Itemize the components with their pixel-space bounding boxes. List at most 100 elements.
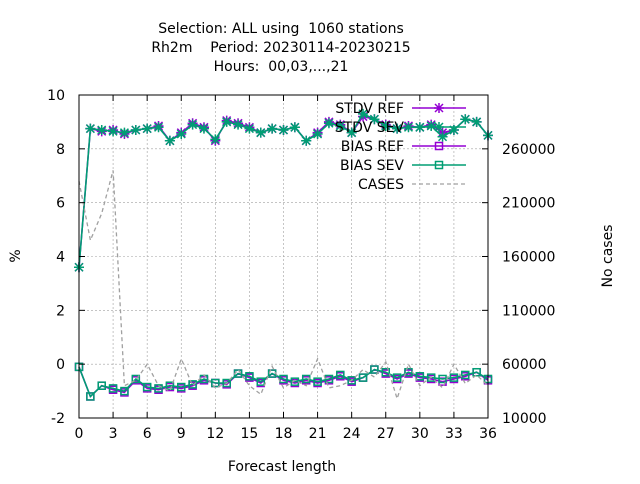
data-point — [142, 123, 153, 134]
data-point — [120, 386, 129, 396]
x-tick-label: 27 — [377, 426, 395, 442]
x-tick-label: 0 — [75, 426, 84, 442]
data-point — [392, 373, 402, 382]
data-point — [392, 123, 403, 134]
x-tick-label: 24 — [343, 426, 361, 442]
x-tick-label: 36 — [479, 426, 497, 442]
data-point — [437, 131, 448, 142]
legend-entry: STDV REF — [335, 101, 466, 117]
data-point — [233, 119, 244, 130]
data-point — [211, 378, 220, 388]
legend-label: STDV SEV — [335, 120, 405, 136]
data-point — [245, 372, 254, 381]
chart-title-line: Hours: 00,03,...,21 — [214, 59, 349, 75]
data-point — [244, 123, 255, 134]
data-point — [369, 114, 380, 125]
data-point — [279, 374, 288, 384]
x-tick-label: 33 — [445, 426, 463, 442]
tick-labels: 0 3 6 9 12 15 18 21 24 27 30 33 36-20246810100006000… — [47, 88, 555, 442]
chart-title: Selection: ALL using 1060 stations Rh2m P… — [151, 21, 410, 75]
chart-title-line: Rh2m Period: 20230114-20230215 — [151, 40, 410, 56]
data-point — [449, 373, 459, 382]
data-point — [301, 135, 312, 146]
y2-tick-label: 160000 — [502, 250, 555, 266]
legend-marker — [434, 160, 444, 170]
legend-marker — [434, 103, 444, 113]
data-point — [358, 108, 369, 119]
x-tick-label: 6 — [143, 426, 152, 442]
data-point — [461, 370, 470, 380]
data-point — [358, 373, 368, 382]
data-point — [289, 122, 300, 133]
x-tick-label: 12 — [206, 426, 224, 442]
data-point — [108, 384, 118, 393]
data-point — [347, 376, 356, 385]
legend-label: CASES — [358, 177, 404, 193]
data-point — [380, 120, 391, 131]
y2-tick-label: 210000 — [502, 196, 555, 212]
y2-axis-label: No cases — [600, 225, 616, 288]
data-point — [438, 374, 447, 384]
data-point — [153, 122, 164, 133]
x-tick-label: 15 — [241, 426, 259, 442]
data-point — [97, 381, 106, 390]
data-point — [222, 378, 231, 388]
series-line — [78, 366, 489, 398]
data-point — [96, 124, 107, 135]
y-tick-label: 4 — [56, 250, 65, 266]
data-point — [267, 123, 278, 134]
legend-entry: BIAS REF — [341, 139, 466, 155]
data-point — [335, 120, 346, 131]
data-point — [164, 135, 175, 146]
y-tick-label: 10 — [47, 88, 65, 104]
data-point — [404, 367, 413, 377]
y-tick-label: 0 — [56, 357, 65, 373]
data-point — [198, 123, 209, 134]
grid-lines — [79, 95, 488, 418]
data-point — [426, 120, 437, 131]
y2-tick-label: 10000 — [502, 411, 547, 427]
x-tick-label: 21 — [309, 426, 327, 442]
data-point — [130, 124, 141, 135]
series-cases — [78, 170, 489, 401]
legend-label: BIAS REF — [341, 139, 404, 155]
data-point — [119, 127, 130, 138]
data-point — [448, 124, 459, 135]
data-point — [313, 377, 322, 386]
data-point — [187, 119, 198, 130]
x-tick-label: 9 — [177, 426, 186, 442]
data-point — [142, 382, 152, 392]
legend-marker — [434, 141, 444, 151]
data-point — [278, 124, 289, 135]
series-line — [78, 366, 489, 398]
x-axis-label: Forecast length — [228, 459, 336, 475]
y-tick-label: 6 — [56, 196, 65, 212]
y2-tick-label: 260000 — [502, 142, 555, 158]
x-tick-label: 18 — [275, 426, 293, 442]
data-point — [381, 367, 390, 377]
data-point — [85, 123, 96, 134]
x-tick-label: 30 — [411, 426, 429, 442]
data-point — [210, 134, 221, 145]
legend-label: STDV REF — [335, 101, 404, 117]
data-point — [312, 129, 323, 140]
series-layer — [74, 108, 493, 401]
y-axis-label: % — [8, 249, 24, 262]
data-point — [472, 367, 481, 377]
legend-marker — [434, 122, 444, 132]
data-point — [86, 392, 95, 401]
x-tick-label: 3 — [109, 426, 118, 442]
data-point — [176, 129, 187, 140]
legend-entry: CASES — [358, 177, 466, 193]
legend-label: BIAS SEV — [340, 158, 404, 174]
data-point — [460, 114, 471, 125]
chart-title-line: Selection: ALL using 1060 stations — [158, 21, 404, 37]
data-point — [108, 126, 119, 137]
data-point — [255, 127, 266, 138]
data-point — [346, 127, 357, 138]
data-point — [370, 365, 379, 374]
legend: STDV REF STDV SEV BIAS REF BIAS SEV CASES — [335, 101, 466, 193]
data-point — [471, 116, 482, 127]
